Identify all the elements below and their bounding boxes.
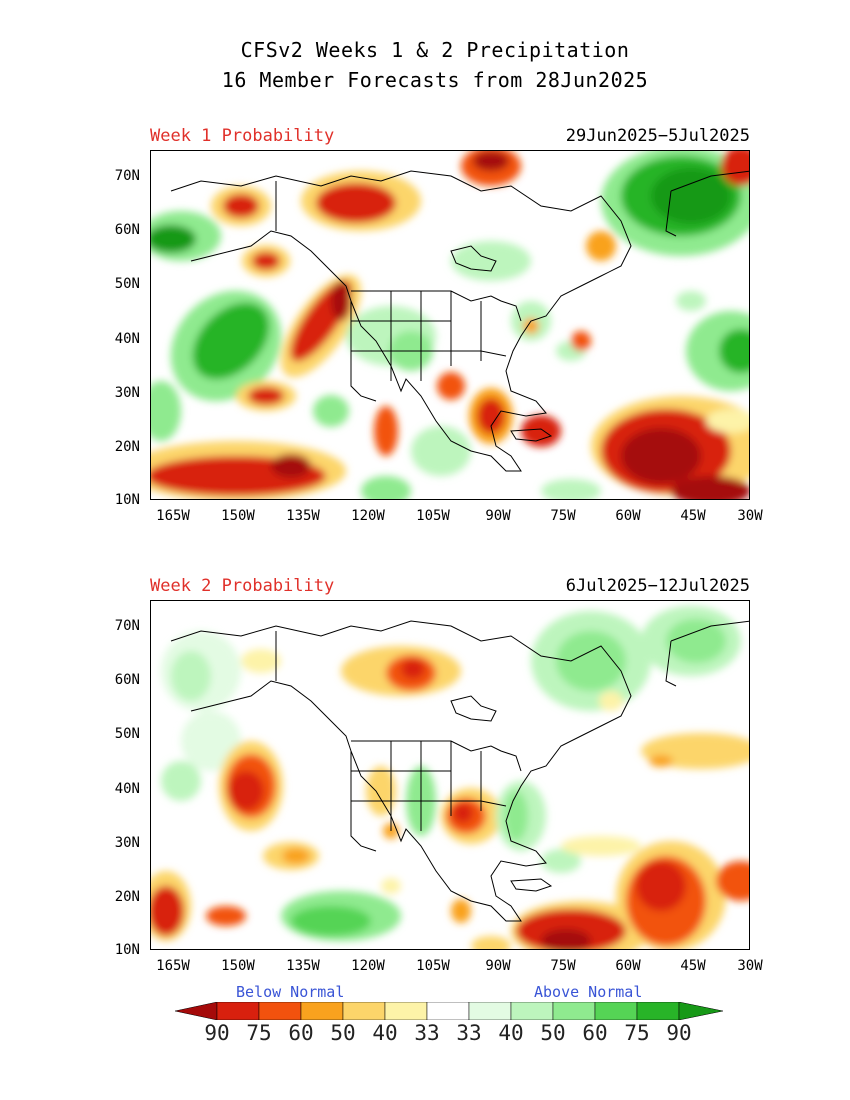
legend-swatch	[552, 1002, 596, 1020]
lat-tick: 30N	[114, 835, 140, 851]
legend-number: 75	[624, 1021, 650, 1045]
week1-probability-field	[151, 151, 749, 499]
chart-title-line2: 16 Member Forecasts from 28Jun2025	[221, 68, 649, 92]
lon-tick: 90W	[485, 958, 511, 974]
lat-tick: 70N	[114, 168, 140, 184]
lat-tick: 30N	[114, 385, 140, 401]
lat-tick: 50N	[114, 276, 140, 292]
legend-number: 60	[288, 1021, 314, 1045]
lon-tick: 75W	[550, 508, 576, 524]
lon-tick: 30W	[737, 508, 763, 524]
legend-number: 50	[330, 1021, 356, 1045]
lat-tick: 40N	[114, 331, 140, 347]
lat-tick: 50N	[114, 726, 140, 742]
lon-tick: 135W	[286, 508, 320, 524]
lat-tick: 10N	[114, 492, 140, 508]
lon-tick: 45W	[680, 508, 706, 524]
legend-swatch	[300, 1002, 344, 1020]
legend-arrow-above	[678, 1002, 724, 1020]
legend-swatch	[468, 1002, 512, 1020]
legend-number: 75	[246, 1021, 272, 1045]
legend-swatch	[510, 1002, 554, 1020]
lon-tick: 120W	[351, 958, 385, 974]
lon-tick: 30W	[737, 958, 763, 974]
legend-swatch	[426, 1002, 470, 1020]
legend-swatch	[384, 1002, 428, 1020]
lat-tick: 20N	[114, 889, 140, 905]
lon-tick: 90W	[485, 508, 511, 524]
legend-number: 90	[666, 1021, 692, 1045]
lon-tick: 165W	[156, 508, 190, 524]
legend-colorbar	[175, 1002, 724, 1020]
lon-tick: 60W	[615, 508, 641, 524]
lon-tick: 120W	[351, 508, 385, 524]
week1-date-range: 29Jun2025−5Jul2025	[565, 126, 750, 146]
lon-tick: 150W	[221, 508, 255, 524]
lon-tick: 165W	[156, 958, 190, 974]
legend-number: 33	[414, 1021, 440, 1045]
legend-number: 90	[204, 1021, 230, 1045]
week2-coastlines	[170, 620, 749, 922]
legend-swatch	[216, 1002, 260, 1020]
legend-swatch	[258, 1002, 302, 1020]
legend-number: 33	[456, 1021, 482, 1045]
lat-tick: 40N	[114, 781, 140, 797]
lon-tick: 105W	[416, 508, 450, 524]
lat-tick: 70N	[114, 618, 140, 634]
lon-tick: 60W	[615, 958, 641, 974]
week2-probability-field	[151, 606, 749, 949]
legend-arrow-below	[175, 1002, 218, 1020]
lon-tick: 105W	[416, 958, 450, 974]
week1-coastlines	[170, 170, 749, 472]
legend-number: 40	[372, 1021, 398, 1045]
lon-tick: 45W	[680, 958, 706, 974]
lat-tick: 60N	[114, 672, 140, 688]
legend-swatch	[342, 1002, 386, 1020]
week2-label: Week 2 Probability	[150, 576, 335, 596]
lat-tick: 60N	[114, 222, 140, 238]
legend-swatch	[636, 1002, 680, 1020]
week2-map	[150, 600, 750, 950]
lon-tick: 75W	[550, 958, 576, 974]
legend-number: 50	[540, 1021, 566, 1045]
week2-date-range: 6Jul2025−12Jul2025	[565, 576, 750, 596]
chart-title-line1: CFSv2 Weeks 1 & 2 Precipitation	[240, 38, 630, 62]
legend-below-normal: Below Normal	[236, 983, 345, 1001]
legend-number: 60	[582, 1021, 608, 1045]
legend-above-normal: Above Normal	[534, 983, 643, 1001]
lat-tick: 20N	[114, 439, 140, 455]
week1-map	[150, 150, 750, 500]
lat-tick: 10N	[114, 942, 140, 958]
lon-tick: 135W	[286, 958, 320, 974]
legend-swatch	[594, 1002, 638, 1020]
legend-number: 40	[498, 1021, 524, 1045]
week1-label: Week 1 Probability	[150, 126, 335, 146]
lon-tick: 150W	[221, 958, 255, 974]
